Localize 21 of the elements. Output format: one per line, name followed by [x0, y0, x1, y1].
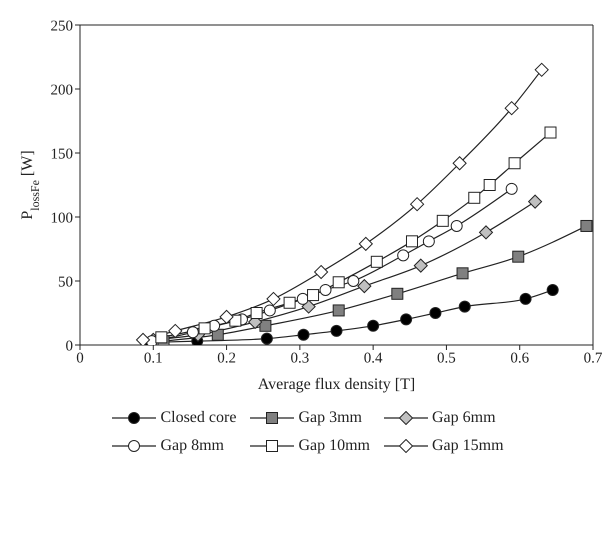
y-tick-label: 100	[50, 210, 73, 226]
x-tick-label: 0.3	[290, 350, 310, 367]
legend-label: Gap 6mm	[432, 409, 496, 427]
y-tick-label: 250	[50, 18, 73, 34]
legend-label: Closed core	[160, 409, 236, 427]
x-tick-label: 0.1	[144, 350, 163, 367]
y-tick-label: 50	[58, 274, 73, 290]
y-tick-label: 200	[50, 82, 73, 98]
x-tick-label: 0.7	[584, 350, 603, 367]
legend-label: Gap 10mm	[298, 437, 370, 455]
x-axis-title: Average flux density [T]	[258, 376, 416, 393]
legend-label: Gap 15mm	[432, 437, 504, 455]
x-tick-label: 0.2	[217, 350, 236, 367]
x-tick-label: 0.4	[364, 350, 384, 367]
x-tick-label: 0	[76, 350, 84, 367]
legend-label: Gap 3mm	[298, 409, 362, 427]
legend-label: Gap 8mm	[160, 437, 224, 455]
x-tick-label: 0.6	[510, 350, 530, 367]
y-tick-label: 0	[66, 338, 73, 354]
y-tick-label: 150	[50, 146, 73, 162]
x-tick-label: 0.5	[437, 350, 456, 367]
